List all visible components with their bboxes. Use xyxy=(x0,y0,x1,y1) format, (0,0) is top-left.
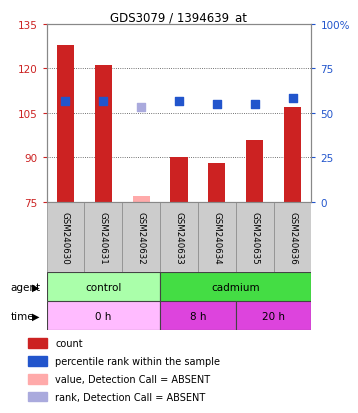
Bar xyxy=(160,273,311,301)
Point xyxy=(138,104,144,111)
Bar xyxy=(170,158,188,202)
Text: 20 h: 20 h xyxy=(262,311,285,321)
Bar xyxy=(236,301,311,330)
Text: percentile rank within the sample: percentile rank within the sample xyxy=(55,356,220,366)
Bar xyxy=(284,108,301,202)
Bar xyxy=(160,301,236,330)
Text: value, Detection Call = ABSENT: value, Detection Call = ABSENT xyxy=(55,374,211,384)
Text: count: count xyxy=(55,338,83,348)
Text: GSM240634: GSM240634 xyxy=(212,211,221,264)
Point xyxy=(63,98,68,105)
Point xyxy=(214,102,220,108)
Text: rank, Detection Call = ABSENT: rank, Detection Call = ABSENT xyxy=(55,392,205,401)
Bar xyxy=(28,338,47,348)
Text: GSM240632: GSM240632 xyxy=(137,211,146,264)
Bar xyxy=(95,66,112,202)
Title: GDS3079 / 1394639_at: GDS3079 / 1394639_at xyxy=(111,11,247,24)
Bar xyxy=(132,197,150,202)
Text: 8 h: 8 h xyxy=(190,311,206,321)
Point xyxy=(252,102,257,108)
Text: GSM240633: GSM240633 xyxy=(174,211,184,264)
Bar xyxy=(274,202,311,273)
Bar xyxy=(198,202,236,273)
Point xyxy=(290,95,295,102)
Text: cadmium: cadmium xyxy=(212,282,260,292)
Bar xyxy=(47,273,160,301)
Point xyxy=(101,98,106,105)
Text: time: time xyxy=(11,311,34,321)
Text: ▶: ▶ xyxy=(32,311,39,321)
Bar xyxy=(84,202,122,273)
Text: ▶: ▶ xyxy=(32,282,39,292)
Bar xyxy=(208,164,226,202)
Point xyxy=(176,98,182,105)
Text: GSM240636: GSM240636 xyxy=(288,211,297,264)
Text: 0 h: 0 h xyxy=(95,311,111,321)
Bar xyxy=(47,301,160,330)
Bar xyxy=(28,374,47,384)
Text: control: control xyxy=(85,282,121,292)
Text: GSM240631: GSM240631 xyxy=(99,211,108,264)
Bar xyxy=(28,356,47,366)
Bar xyxy=(122,202,160,273)
Text: GSM240635: GSM240635 xyxy=(250,211,259,264)
Bar xyxy=(57,45,74,202)
Text: GSM240630: GSM240630 xyxy=(61,211,70,264)
Bar xyxy=(160,202,198,273)
Bar xyxy=(47,202,84,273)
Bar xyxy=(236,202,274,273)
Text: agent: agent xyxy=(11,282,41,292)
Bar xyxy=(246,140,263,202)
Bar xyxy=(28,392,47,401)
